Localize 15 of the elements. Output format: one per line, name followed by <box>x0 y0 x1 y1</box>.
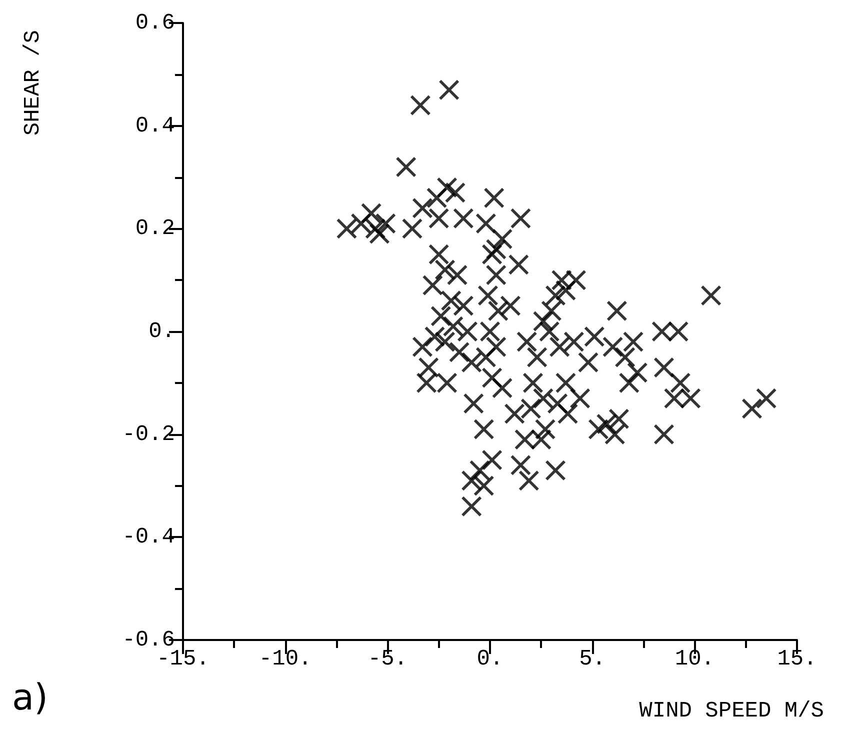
x-tick-label: 15. <box>777 646 817 672</box>
x-tick-label: 10. <box>674 646 714 672</box>
x-axis-title: WIND SPEED M/S <box>639 698 824 724</box>
y-tick-label: -0.2 <box>122 422 175 447</box>
y-tick-label: 0.4 <box>135 113 175 138</box>
y-tick-label: -0.4 <box>122 524 175 550</box>
y-tick-label: 0.2 <box>135 216 175 242</box>
x-tick-label: 0. <box>476 646 504 672</box>
y-tick-label: 0.6 <box>135 10 175 36</box>
x-tick-label: -5. <box>368 646 408 672</box>
text: a) <box>12 678 48 718</box>
y-tick-label: 0. <box>148 319 175 344</box>
y-axis-title: SHEAR /S <box>20 30 46 136</box>
x-tick-label: 5. <box>579 646 606 672</box>
x-tick-label: -10. <box>258 646 312 672</box>
